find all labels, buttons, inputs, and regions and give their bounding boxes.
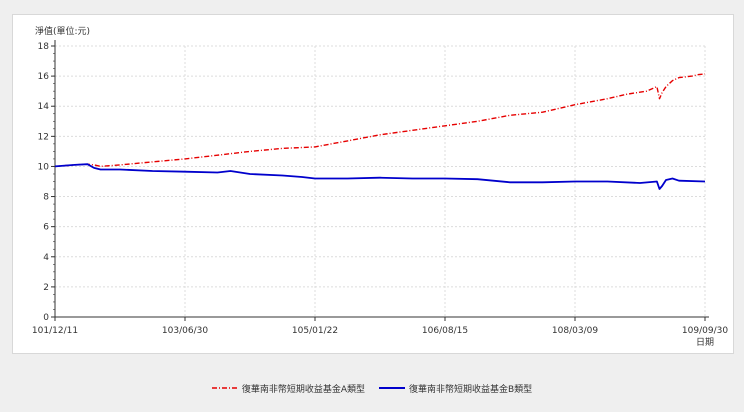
nav-line-chart: 0 2 4 6 8 10 12 14 16 18 101/12/11 103/06/30 105/01/… [32,25,728,348]
y-tick-label: 12 [38,132,49,142]
y-axis-label: 淨值(單位:元) [35,25,90,37]
y-tick-label: 14 [38,102,50,112]
x-tick-label: 103/06/30 [162,326,208,336]
y-tick-label: 8 [43,193,49,203]
legend-label-series-b: 復華南非幣短期收益基金B類型 [408,384,533,395]
legend-swatch-series-a [211,387,238,389]
y-tick-label: 6 [43,223,49,233]
x-tick-label: 101/12/11 [32,326,78,336]
y-tick-label: 16 [38,72,50,82]
series-line-a [54,73,706,168]
legend-item-series-a: 復華南非幣短期收益基金A類型 [211,382,365,395]
series-line-b [54,163,706,190]
x-tick-label: 105/01/22 [292,326,338,336]
legend-label-series-a: 復華南非幣短期收益基金A類型 [241,384,365,395]
x-tick-label: 108/03/09 [552,326,598,336]
legend-item-series-b: 復華南非幣短期收益基金B類型 [378,382,533,395]
legend-swatch-series-b [378,387,405,389]
x-tick-label: 106/08/15 [422,326,468,336]
y-tick-label: 10 [38,162,50,172]
chart-panel: 0 2 4 6 8 10 12 14 16 18 101/12/11 103/06/30 105/01/… [12,14,734,354]
y-tick-label: 4 [43,253,49,263]
x-tick-label: 109/09/30 [682,326,728,336]
x-axis-label: 日期 [696,337,714,348]
chart-legend: 復華南非幣短期收益基金A類型 復華南非幣短期收益基金B類型 [0,378,744,398]
y-tick-label: 0 [43,313,49,323]
y-tick-label: 18 [38,42,50,52]
y-tick-label: 2 [43,283,49,293]
